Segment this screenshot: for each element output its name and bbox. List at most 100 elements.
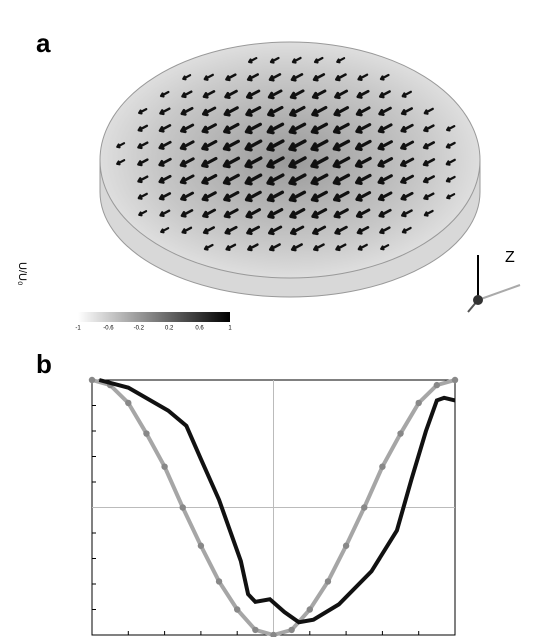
vector-arrow	[379, 90, 391, 99]
data-point	[361, 504, 368, 511]
vector-arrow	[223, 106, 239, 117]
vector-arrow	[158, 157, 172, 167]
vector-arrow	[422, 158, 436, 167]
vector-arrow	[244, 122, 262, 135]
vector-arrow	[446, 193, 456, 200]
vector-arrow	[159, 90, 170, 98]
vector-arrow	[332, 139, 351, 152]
vector-arrow	[332, 173, 351, 186]
vector-arrow	[222, 139, 240, 152]
vector-arrow	[333, 190, 350, 203]
data-point	[288, 626, 295, 634]
vector-arrow	[422, 141, 436, 150]
vector-arrow	[310, 139, 329, 152]
vector-arrow	[180, 209, 194, 218]
colorbar-tick-label: 1	[228, 326, 232, 332]
data-point	[234, 606, 241, 613]
data-point	[306, 606, 313, 613]
vector-arrow	[332, 156, 351, 169]
data-point	[143, 430, 150, 437]
vector-arrow	[179, 174, 195, 185]
vector-arrow	[244, 190, 262, 203]
vector-arrow	[201, 173, 218, 185]
vector-arrow	[311, 89, 327, 100]
vector-arrow	[312, 73, 326, 82]
vector-arrow	[355, 123, 372, 134]
vector-arrow	[357, 73, 369, 82]
vector-arrow	[269, 243, 281, 252]
vector-arrow	[400, 123, 414, 133]
vector-arrow	[288, 156, 307, 169]
vector-arrow	[401, 209, 413, 218]
vector-arrow	[201, 123, 217, 134]
vector-arrow	[355, 106, 371, 117]
vector-arrow	[288, 122, 307, 135]
vector-arrow	[138, 108, 148, 115]
data-point	[161, 463, 168, 470]
vector-arrow	[355, 191, 372, 202]
vector-arrow	[377, 157, 394, 168]
panel-label: a	[36, 28, 51, 58]
vector-arrow	[423, 107, 434, 115]
vector-arrow	[356, 226, 370, 235]
vector-arrow	[246, 73, 259, 82]
vector-arrow	[158, 124, 172, 133]
disk	[99, 41, 481, 298]
vector-arrow	[333, 106, 350, 117]
vector-arrow	[378, 208, 392, 218]
vector-arrow	[380, 244, 390, 251]
vector-arrow	[159, 107, 171, 116]
vector-arrow	[244, 173, 263, 186]
vector-arrow	[400, 140, 415, 151]
vector-arrow	[203, 243, 214, 251]
vector-arrow	[290, 243, 303, 252]
vector-arrow	[179, 157, 195, 168]
vector-arrow	[137, 192, 148, 200]
vector-arrow	[377, 123, 393, 134]
vector-arrow	[336, 57, 346, 64]
vector-arrow	[422, 175, 435, 184]
colorbar-tick-label: 0.2	[165, 326, 174, 332]
vector-arrow	[137, 141, 149, 150]
data-point	[197, 542, 205, 549]
vector-arrow	[159, 209, 171, 218]
vector-arrow	[246, 89, 261, 100]
vector-arrow	[269, 56, 280, 64]
vector-arrow	[225, 243, 237, 251]
vector-arrow	[223, 190, 240, 202]
data-point	[324, 578, 332, 585]
vector-arrow	[357, 243, 368, 251]
vector-arrow	[266, 173, 285, 186]
vector-arrow	[224, 225, 238, 235]
panel-label: b	[36, 349, 52, 379]
vector-arrow	[332, 122, 350, 135]
vector-arrow	[335, 73, 347, 82]
vector-arrow	[401, 90, 412, 98]
vector-arrow	[354, 156, 372, 169]
vector-arrow	[268, 73, 282, 82]
vector-arrow	[355, 139, 372, 152]
vector-arrow	[180, 106, 194, 116]
vector-arrow	[333, 208, 349, 219]
vector-arrow	[181, 90, 193, 99]
data-point	[433, 381, 441, 389]
vector-arrow	[201, 139, 218, 151]
vector-arrow	[377, 191, 393, 202]
vector-arrow	[267, 208, 284, 219]
vector-arrow	[182, 74, 192, 81]
vector-arrow	[377, 140, 393, 151]
vector-arrow	[202, 90, 216, 99]
vector-arrow	[137, 124, 149, 132]
vector-arrow	[423, 192, 435, 201]
vector-arrow	[291, 56, 302, 64]
data-point	[342, 542, 350, 549]
vector-arrow	[116, 159, 126, 166]
vector-arrow	[266, 190, 285, 203]
vector-arrow	[116, 142, 126, 149]
vector-field	[116, 56, 456, 252]
vector-arrow	[355, 173, 372, 186]
vector-arrow	[158, 192, 172, 201]
vector-arrow	[225, 73, 237, 82]
vector-arrow	[202, 226, 215, 235]
